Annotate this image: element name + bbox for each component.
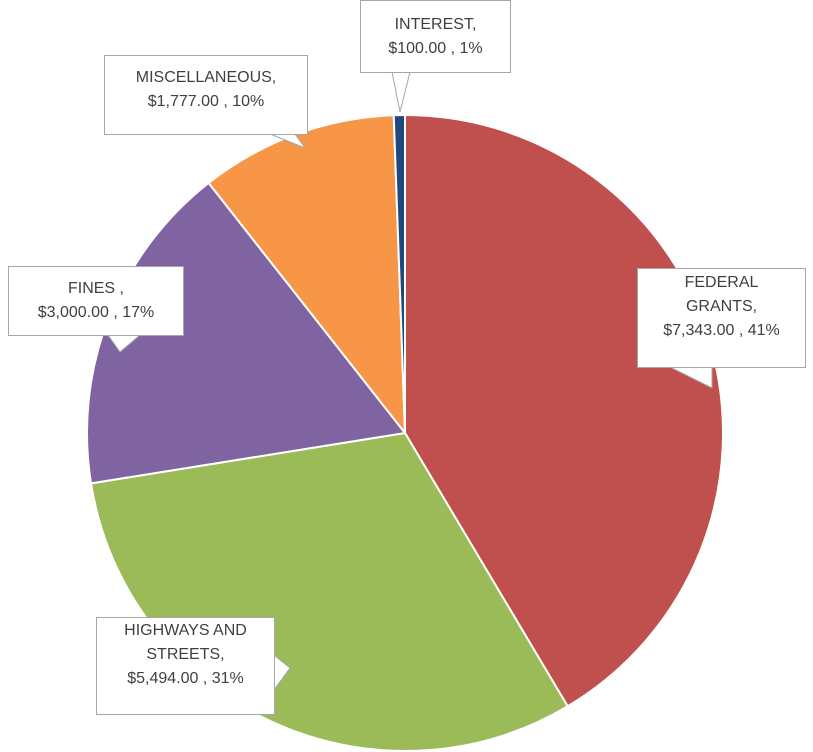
data-label: FEDERAL GRANTS, $7,343.00 , 41% bbox=[637, 268, 806, 368]
data-label: FINES , $3,000.00 , 17% bbox=[8, 266, 184, 336]
percent-label: 10% bbox=[232, 93, 265, 110]
category-label: HIGHWAYS AND STREETS, bbox=[124, 622, 247, 663]
percent-label: 17% bbox=[122, 304, 155, 321]
value-label: $7,343.00 , bbox=[663, 322, 744, 339]
pie-slice bbox=[392, 113, 406, 434]
value-label: $3,000.00 , bbox=[37, 304, 118, 321]
callout-pointer bbox=[391, 71, 411, 113]
data-label: INTEREST, $100.00 , 1% bbox=[360, 0, 511, 73]
percent-label: 41% bbox=[747, 322, 780, 339]
data-label: MISCELLANEOUS, $1,777.00 , 10% bbox=[104, 55, 308, 135]
value-label: $1,777.00 , bbox=[147, 93, 228, 110]
category-label: FINES , bbox=[67, 280, 124, 297]
value-label: $100.00 , bbox=[388, 40, 456, 57]
percent-label: 1% bbox=[459, 40, 483, 57]
category-label: FEDERAL GRANTS, bbox=[684, 274, 759, 315]
percent-label: 31% bbox=[211, 670, 244, 687]
category-label: MISCELLANEOUS, bbox=[135, 69, 277, 86]
category-label: INTEREST, bbox=[394, 16, 477, 33]
value-label: $5,494.00 , bbox=[127, 670, 208, 687]
data-label: HIGHWAYS AND STREETS, $5,494.00 , 31% bbox=[96, 617, 275, 715]
